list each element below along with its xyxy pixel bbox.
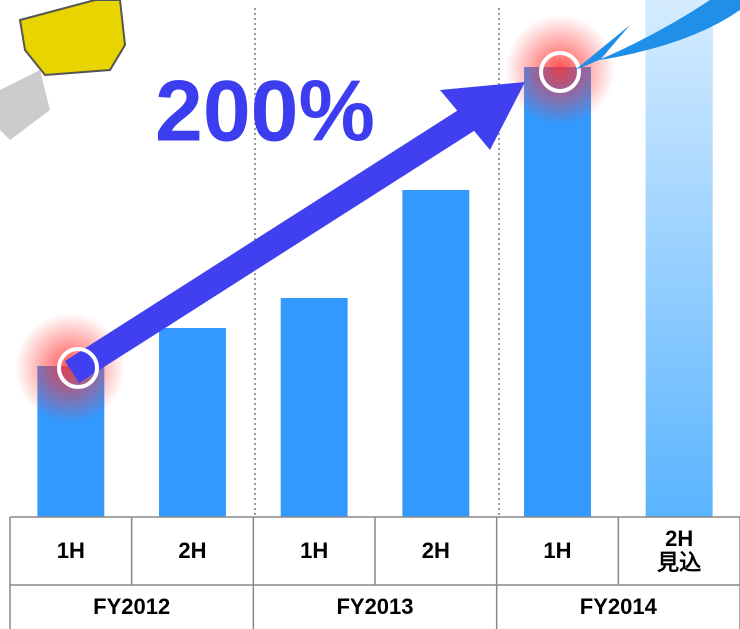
- trend-arrow: [65, 107, 477, 383]
- annotation: 200%: [155, 64, 375, 160]
- excavator: [18, 0, 127, 77]
- group-label: FY2014: [579, 594, 657, 619]
- x-tick-label: 1H: [543, 538, 572, 563]
- group-label: FY2013: [336, 594, 414, 619]
- marker-circle: [539, 51, 581, 93]
- x-tick-label: 2H: [178, 538, 207, 563]
- swoosh: [575, 0, 740, 70]
- decoration: [0, 0, 740, 423]
- bars: [37, 0, 713, 517]
- bar: [280, 298, 348, 517]
- x-tick-label: 1H: [300, 538, 329, 563]
- x-tick-label: 2H 見込: [657, 526, 702, 575]
- bar: [159, 328, 226, 517]
- x-tick-label: 2H: [421, 538, 450, 563]
- glow: [505, 15, 615, 125]
- arrow-head: [440, 82, 525, 150]
- group-label: FY2012: [93, 594, 171, 619]
- x-tick-label: 1H: [56, 538, 85, 563]
- marker-circle: [57, 347, 99, 389]
- bar-highlight: [645, 0, 713, 517]
- table-grid: [9, 516, 740, 629]
- bar: [402, 190, 470, 517]
- bar: [524, 67, 591, 517]
- excavator: [0, 70, 50, 140]
